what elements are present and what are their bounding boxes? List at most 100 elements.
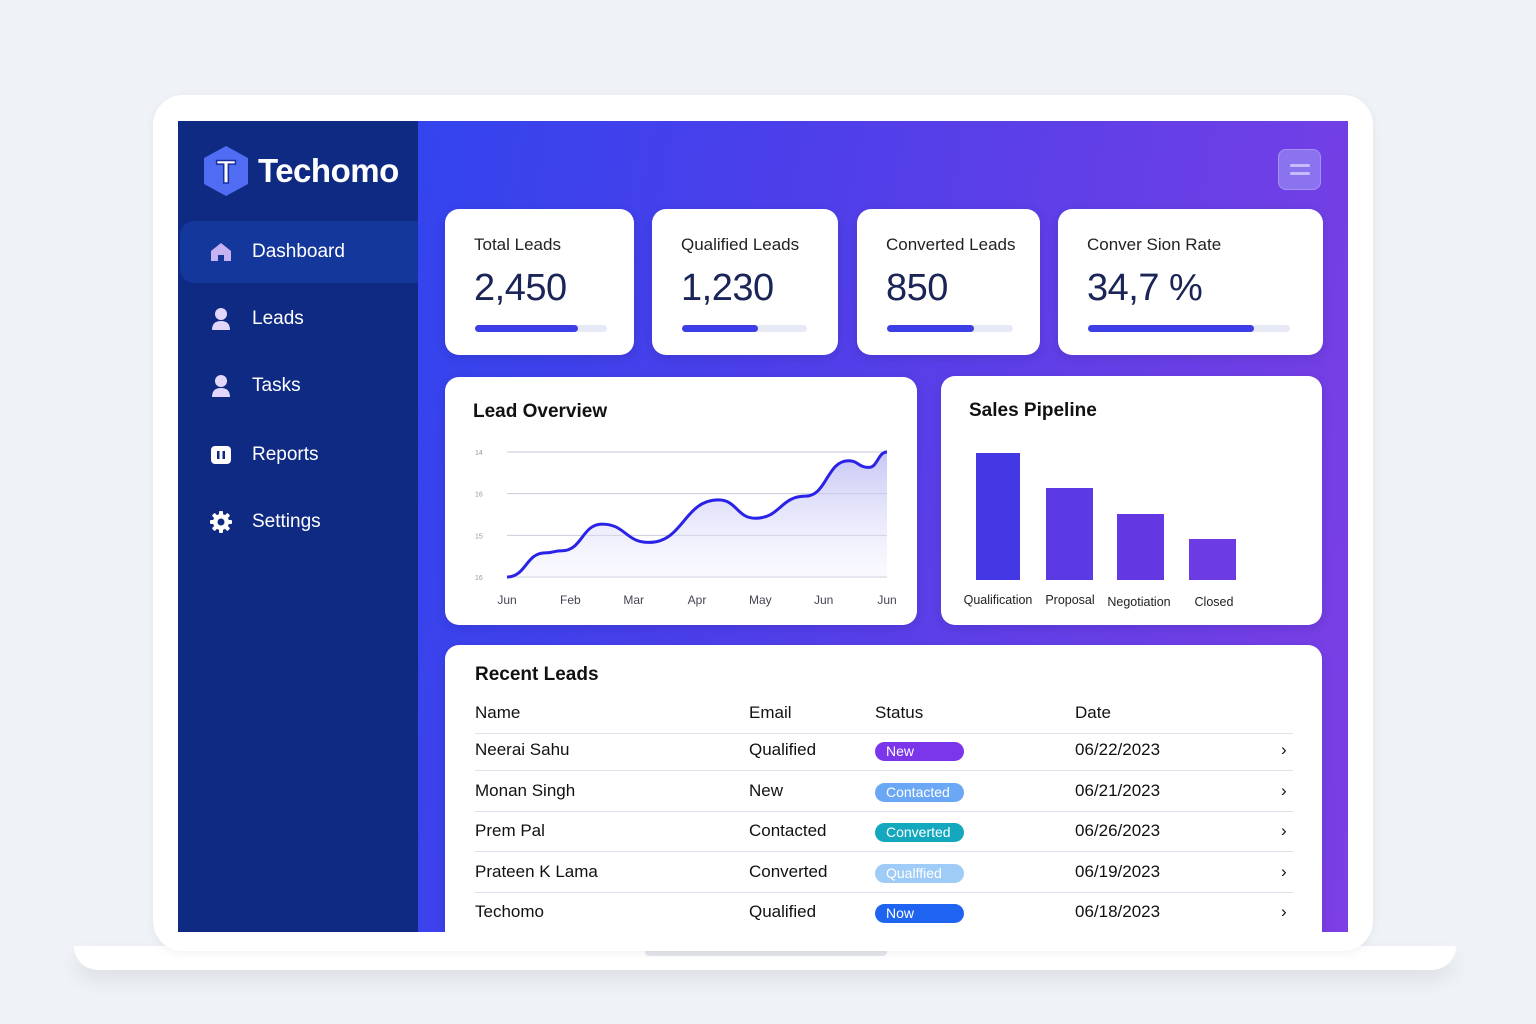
table-header: Name Email Status Date	[475, 694, 1293, 734]
stat-progress-fill	[682, 325, 759, 332]
lead-name: Prem Pal	[475, 821, 545, 840]
lead-date: 06/18/2023	[1075, 902, 1161, 921]
stat-progress	[1088, 325, 1290, 332]
laptop-notch	[645, 948, 887, 956]
chevron-right-icon[interactable]: ›	[1281, 740, 1287, 759]
col-date: Date	[1075, 703, 1111, 722]
sidebar-item-label: Dashboard	[252, 241, 345, 262]
status-badge: Qualffied	[875, 863, 964, 883]
logo[interactable]: T Techomo	[202, 145, 399, 197]
lead-name: Prateen K Lama	[475, 861, 598, 881]
stat-progress	[887, 325, 1013, 332]
status-badge: Now	[875, 904, 964, 923]
recent-leads-card: Recent Leads Name Email Status Date Neer…	[445, 645, 1322, 932]
hamburger-icon	[1289, 164, 1310, 167]
stat-label: Qualified Leads	[681, 235, 800, 254]
col-email: Email	[749, 703, 792, 722]
bar-category-label: Proposal	[1045, 593, 1094, 607]
lead-date: 06/26/2023	[1075, 821, 1161, 840]
table-row[interactable]: Monan Singh New Contacted 06/21/2023 ›	[475, 772, 1293, 812]
stat-progress-fill	[887, 325, 974, 332]
stat-value: 2,450	[474, 267, 567, 309]
col-status: Status	[875, 703, 924, 722]
y-tick-label: 16	[475, 492, 483, 499]
sidebar-item-label: Leads	[252, 308, 304, 329]
lead-overview-card: Lead Overview 16 15 16 14 Jun Feb Mar Apr May Jun…	[445, 377, 917, 625]
menu-button[interactable]	[1278, 149, 1321, 190]
stat-progress-fill	[1088, 325, 1254, 332]
lead-overview-title: Lead Overview	[473, 401, 608, 422]
sidebar-item-dashboard[interactable]: Dashboard	[180, 221, 418, 283]
y-tick-label: 14	[475, 450, 483, 457]
bar	[1189, 539, 1236, 580]
y-tick-label: 15	[475, 533, 483, 540]
stat-card: Qualified Leads 1,230	[652, 209, 838, 355]
sidebar-item-label: Reports	[252, 444, 319, 465]
lead-name: Techomo	[475, 902, 544, 921]
sidebar-item-label: Settings	[252, 511, 321, 532]
lead-email: New	[749, 780, 784, 800]
hamburger-line	[1289, 172, 1310, 175]
user-icon	[206, 374, 236, 398]
sidebar-item-reports[interactable]: Reports	[180, 424, 418, 486]
table-row[interactable]: Neerai Sahu Qualified New 06/22/2023 ›	[475, 731, 1293, 771]
bar-category-label: Qualification	[964, 593, 1033, 607]
area-fill	[507, 452, 887, 577]
table-row[interactable]: Techomo Qualified Now 06/18/2023 ›	[475, 893, 1293, 932]
dashboard-screen: T Techomo Dashboard Leads Tasks Reports Sett…	[178, 121, 1348, 932]
status-badge: New	[875, 742, 964, 761]
status-badge: Contacted	[875, 782, 964, 802]
lead-email: Qualified	[749, 740, 817, 759]
x-tick-label: Jun	[814, 593, 833, 607]
x-tick-label: Jun	[877, 593, 896, 607]
stat-label: Total Leads	[474, 235, 561, 254]
sidebar-item-leads[interactable]: Leads	[180, 288, 418, 350]
stat-value: 1,230	[681, 267, 774, 309]
svg-text:T: T	[216, 154, 236, 190]
sidebar: T Techomo Dashboard Leads Tasks Reports Sett…	[178, 121, 418, 932]
y-tick-label: 16	[475, 575, 483, 582]
sidebar-item-tasks[interactable]: Tasks	[180, 355, 418, 417]
stat-value: 850	[886, 267, 948, 309]
stat-label: Converted Leads	[886, 235, 1016, 254]
sales-pipeline-title: Sales Pipeline	[969, 400, 1097, 421]
lead-email: Contacted	[749, 821, 827, 840]
stat-card: Conver Sion Rate 34,7 %	[1058, 209, 1323, 355]
reports-icon	[206, 445, 236, 465]
bar-category-label: Negotiation	[1107, 595, 1170, 609]
lead-date: 06/22/2023	[1075, 740, 1161, 759]
bar	[1117, 514, 1164, 580]
lead-date: 06/19/2023	[1075, 861, 1161, 881]
sidebar-item-settings[interactable]: Settings	[180, 491, 418, 553]
stat-card: Total Leads 2,450	[445, 209, 634, 355]
col-name: Name	[475, 703, 521, 722]
home-icon	[206, 241, 236, 263]
lead-email: Converted	[749, 861, 828, 881]
status-badge: Converted	[875, 823, 964, 842]
stat-progress	[682, 325, 807, 332]
table-row[interactable]: Prateen K Lama Converted Qualffied 06/19/20…	[475, 853, 1293, 893]
x-tick-label: Jun	[497, 593, 516, 607]
stat-value: 34,7 %	[1087, 267, 1203, 309]
x-tick-label: Apr	[688, 593, 707, 607]
table-row[interactable]: Prem Pal Contacted Converted 06/26/2023 ›	[475, 812, 1293, 852]
lead-overview-chart: 16 15 16 14 Jun Feb Mar Apr May Jun Jun	[475, 450, 897, 607]
stat-card: Converted Leads 850	[857, 209, 1040, 355]
sidebar-item-label: Tasks	[252, 375, 301, 396]
stat-progress-fill	[475, 325, 578, 332]
recent-leads-title: Recent Leads	[475, 664, 599, 685]
x-tick-label: Mar	[623, 593, 644, 607]
chevron-right-icon[interactable]: ›	[1281, 821, 1287, 840]
brand-name: Techomo	[258, 152, 399, 189]
gear-icon	[206, 510, 236, 534]
lead-name: Monan Singh	[475, 780, 576, 800]
bar-category-label: Closed	[1195, 595, 1234, 609]
chevron-right-icon[interactable]: ›	[1281, 861, 1287, 881]
stat-label: Conver Sion Rate	[1087, 235, 1222, 254]
user-icon	[206, 307, 236, 331]
lead-email: Qualified	[749, 902, 817, 921]
chevron-right-icon[interactable]: ›	[1281, 902, 1287, 921]
lead-date: 06/21/2023	[1075, 780, 1161, 800]
chevron-right-icon[interactable]: ›	[1281, 780, 1287, 800]
series-line	[506, 450, 888, 579]
